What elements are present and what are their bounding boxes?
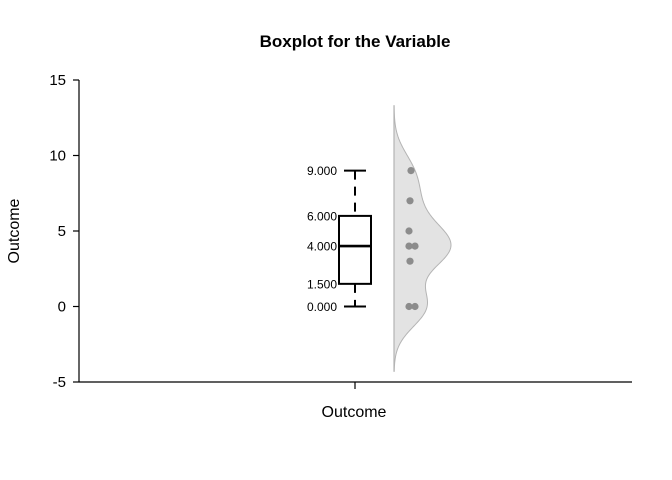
- y-tick-label: 0: [58, 299, 66, 316]
- x-axis-label: Outcome: [322, 404, 387, 421]
- box-group: [338, 169, 372, 308]
- y-tick-label: -5: [53, 374, 66, 391]
- data-point: [406, 257, 414, 265]
- stat-label-min: 0.000: [307, 300, 337, 314]
- data-point: [407, 167, 415, 175]
- iqr-box: [338, 214, 372, 285]
- stat-label-median: 4.000: [307, 240, 337, 254]
- data-point: [411, 302, 419, 311]
- data-point: [406, 197, 414, 205]
- stat-label-q3: 6.000: [307, 209, 337, 223]
- data-point: [411, 242, 419, 250]
- y-axis-label: Outcome: [6, 198, 23, 263]
- data-point: [405, 227, 413, 235]
- data-point: [405, 242, 413, 250]
- data-point: [405, 302, 413, 311]
- violin-shape: [393, 105, 452, 372]
- violin-group: [393, 105, 452, 372]
- stat-labels-group: 9.000 6.000 4.000 1.500 0.000: [307, 164, 337, 314]
- y-axis: -5 0 5 10 15: [49, 72, 80, 391]
- stat-label-q1: 1.500: [307, 277, 337, 291]
- points-group: [405, 167, 419, 311]
- y-tick-label: 10: [49, 148, 66, 165]
- y-tick-label: 15: [49, 72, 66, 89]
- y-tick-label: 5: [58, 223, 66, 240]
- x-axis: [79, 381, 632, 389]
- stat-label-max: 9.000: [307, 164, 337, 178]
- chart-title: Boxplot for the Variable: [260, 32, 451, 51]
